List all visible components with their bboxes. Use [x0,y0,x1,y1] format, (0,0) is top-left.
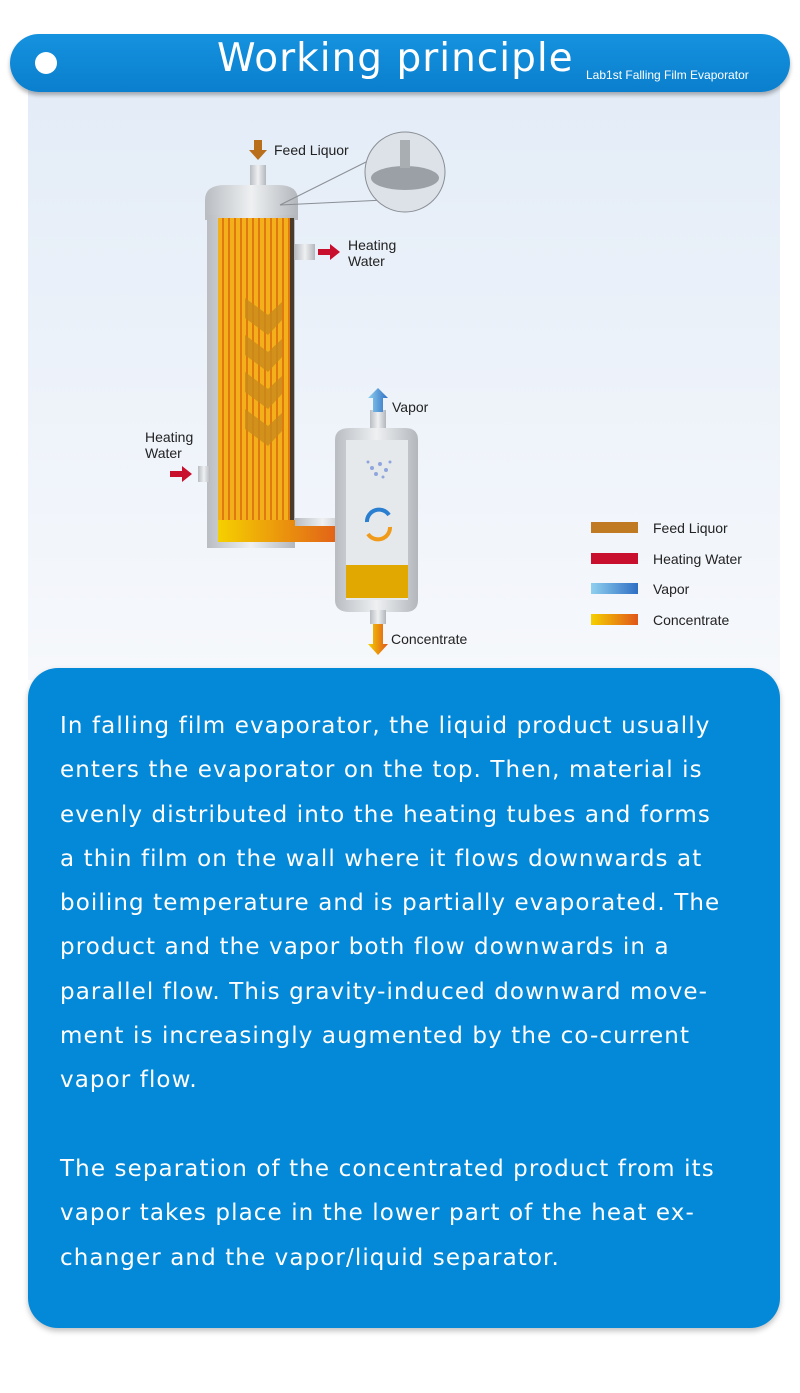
label-feed-liquor: Feed Liquor [274,142,349,158]
text-line: The separation of the concentrated produ… [60,1156,715,1182]
label-vapor: Vapor [392,399,429,415]
label-heating-water-in-2: Water [145,445,182,461]
separator-vessel [335,410,418,624]
text-line: parallel flow. This gravity-induced down… [60,978,709,1005]
vapor-particles-icon [366,460,392,479]
legend-label: Feed Liquor [653,520,728,536]
text-line: changer and the vapor/liquid separator. [60,1244,560,1271]
legend-swatch-heating-water [591,553,638,564]
bullet-icon [35,52,57,74]
label-heating-water-in-1: Heating [145,429,193,445]
distributor-detail-icon [279,131,446,213]
text-line: product and the vapor both flow downward… [60,934,670,961]
feed-arrow-icon [249,140,267,160]
heating-water-in-arrow-icon [170,466,192,482]
section-title: Working principle [217,36,574,81]
legend-swatch-concentrate [591,614,638,625]
text-line: evenly distributed into the heating tube… [60,801,711,828]
description-box: In falling film evaporator, the liquid p… [28,668,780,1328]
text-line: enters the evaporator on the top. Then, … [60,757,703,784]
text-line: vapor takes place in the lower part of t… [60,1200,695,1227]
legend: Feed Liquor Heating Water Vapor Concentr… [591,520,742,628]
recirculation-icon [364,507,393,542]
section-header: Working principle Lab1st Falling Film Ev… [10,34,790,92]
description-paragraph-2: The separation of the concentrated produ… [60,1147,760,1280]
label-heating-water-out-1: Heating [348,237,396,253]
text-line: a thin film on the wall where it flows d… [60,845,703,872]
legend-swatch-feed-liquor [591,522,638,533]
evaporator-column [198,165,350,548]
concentrate-arrow-icon [368,624,388,655]
flow-chevrons [245,298,282,446]
description-paragraph-1: In falling film evaporator, the liquid p… [60,704,760,1103]
text-line: ment is increasingly augmented by the co… [60,1023,691,1050]
vapor-arrow-icon [368,388,388,412]
heating-water-out-arrow-icon [318,244,340,260]
evaporator-diagram: Feed Liquor Heating Water Heating Water … [145,131,742,655]
legend-swatch-vapor [591,583,638,594]
text-line: In falling film evaporator, the liquid p… [60,713,711,739]
label-concentrate: Concentrate [391,631,467,647]
text-line: vapor flow. [60,1067,198,1094]
text-line: boiling temperature and is partially eva… [60,890,721,917]
label-heating-water-out-2: Water [348,253,385,269]
legend-label: Vapor [653,581,690,597]
legend-label: Heating Water [653,551,742,567]
section-subtitle: Lab1st Falling Film Evaporator [586,68,749,82]
legend-label: Concentrate [653,612,729,628]
